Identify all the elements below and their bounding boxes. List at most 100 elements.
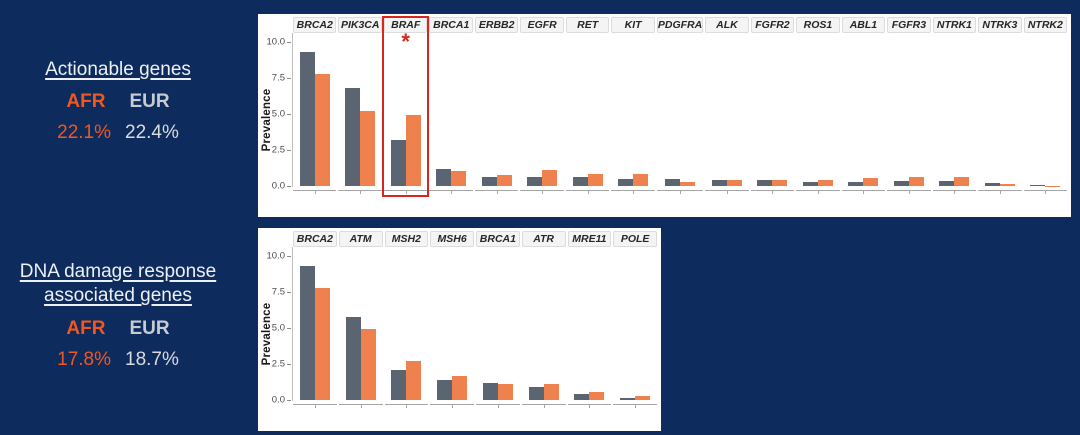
afr-label: AFR — [66, 317, 106, 339]
facet-pdgfra: PDGFRA — [656, 17, 704, 194]
bar-eur-ntrk1 — [939, 180, 955, 186]
bar-eur-alk — [711, 180, 727, 186]
bar-afr-pole — [635, 396, 651, 400]
bar-eur-atr — [528, 387, 544, 400]
facet-strip-label: ERBB2 — [474, 17, 519, 33]
bar-afr-atr — [543, 384, 559, 400]
bar-afr-fgfr3 — [908, 177, 924, 186]
bar-eur-ntrk2 — [1030, 185, 1046, 186]
bar-eur-fgfr3 — [893, 180, 909, 186]
facet-strip-label: BRCA2 — [293, 17, 337, 33]
facet-plot — [429, 33, 472, 186]
facet-strip-label: BRCA2 — [293, 231, 337, 247]
bar-eur-egfr — [527, 176, 543, 186]
x-axis-line — [430, 404, 474, 408]
facet-plot — [887, 33, 930, 186]
facet-fgfr2: FGFR2 — [750, 17, 795, 194]
y-tick-mark — [287, 150, 291, 151]
x-tick-mark — [543, 405, 545, 408]
x-tick-mark — [817, 191, 819, 194]
bar-afr-msh6 — [452, 375, 468, 400]
x-tick-mark — [589, 405, 591, 408]
y-axis-line — [292, 247, 293, 401]
bar-eur-ret — [572, 176, 588, 186]
ddr-group-labels: AFR EUR — [0, 318, 236, 340]
bar-eur-fgfr2 — [757, 180, 773, 186]
x-tick-mark — [772, 191, 774, 194]
facet-strip-label: FGFR3 — [887, 17, 931, 33]
y-tick-label: 2.5 — [271, 358, 285, 370]
ddr-genes-legend: DNA damage response associated genes AFR… — [0, 260, 236, 371]
facet-plot — [568, 247, 612, 400]
bar-eur-ros1 — [802, 181, 818, 186]
y-tick-mark — [287, 364, 291, 365]
y-tick-label: 2.5 — [271, 144, 285, 156]
facet-strip-label: BRCA1 — [476, 231, 520, 247]
facet-plot — [293, 247, 337, 400]
facet-plot — [566, 33, 609, 186]
x-axis-line — [705, 190, 749, 194]
actionable-genes-title: Actionable genes — [45, 59, 191, 80]
x-tick-mark — [496, 191, 498, 194]
x-axis-line — [750, 190, 795, 194]
afr-prevalence-value: 22.1% — [57, 122, 111, 144]
y-tick-label: 7.5 — [271, 72, 285, 84]
eur-label: EUR — [129, 91, 170, 113]
bar-afr-atm — [360, 329, 376, 400]
bar-afr-brca1 — [451, 170, 467, 186]
bar-eur-abl1 — [848, 181, 864, 186]
y-tick-mark — [287, 292, 291, 293]
x-tick-mark — [452, 405, 454, 408]
facet-strip-label: ABL1 — [841, 17, 886, 33]
eur-prevalence-value: 22.4% — [125, 122, 179, 144]
x-axis-line — [293, 404, 337, 408]
x-axis-line — [567, 404, 612, 408]
facet-strip-label: ALK — [705, 17, 749, 33]
facet-brca2: BRCA2 — [293, 17, 337, 194]
facet-pole: POLE — [613, 231, 657, 408]
facet-strip-label: POLE — [613, 231, 657, 247]
bar-eur-kit — [618, 178, 634, 186]
facet-ntrk1: NTRK1 — [932, 17, 977, 194]
facet-ntrk2: NTRK2 — [1023, 17, 1068, 194]
facet-plot — [978, 33, 1021, 186]
x-tick-mark — [908, 191, 910, 194]
facet-atm: ATM — [338, 231, 383, 408]
facet-abl1: ABL1 — [841, 17, 886, 194]
facet-strip-label: RET — [565, 17, 610, 33]
facet-brca1: BRCA1 — [429, 17, 473, 194]
y-tick-label: 10.0 — [266, 250, 286, 262]
x-axis-line — [293, 190, 337, 194]
x-axis-line — [611, 190, 655, 194]
x-axis-line — [474, 190, 519, 194]
facet-plot — [1024, 33, 1067, 186]
bar-afr-ntrk3 — [999, 184, 1015, 186]
bar-afr-msh2 — [406, 361, 422, 400]
facet-brca2: BRCA2 — [293, 231, 337, 408]
x-tick-mark — [314, 191, 316, 194]
facet-strip-label: ROS1 — [796, 17, 840, 33]
x-axis-line — [613, 404, 657, 408]
x-tick-mark — [726, 191, 728, 194]
facet-msh6: MSH6 — [430, 231, 474, 408]
bar-eur-pole — [620, 398, 636, 400]
facet-plot — [293, 33, 336, 186]
actionable-group-labels: AFR EUR — [16, 91, 220, 113]
facet-plot — [751, 33, 794, 186]
x-tick-mark — [406, 405, 408, 408]
y-tick-label: 5.0 — [271, 322, 285, 334]
y-tick-label: 10.0 — [266, 36, 286, 48]
y-tick-mark — [287, 256, 291, 257]
x-tick-mark — [680, 191, 682, 194]
x-axis-line — [383, 190, 428, 194]
x-axis-line — [796, 190, 840, 194]
facet-plot — [430, 247, 474, 400]
actionable-group-values: 22.1% 22.4% — [16, 122, 220, 144]
y-tick-mark — [287, 78, 291, 79]
ddr-genes-chart-panel: Prevalence 0.0 2.5 5.0 7.5 10.0 BRCA2 ATM MSH2 MS… — [258, 228, 661, 431]
bar-afr-brca2 — [314, 73, 330, 186]
x-tick-mark — [587, 191, 589, 194]
bar-afr-brca1 — [497, 384, 513, 400]
facet-msh2: MSH2 — [384, 231, 429, 408]
